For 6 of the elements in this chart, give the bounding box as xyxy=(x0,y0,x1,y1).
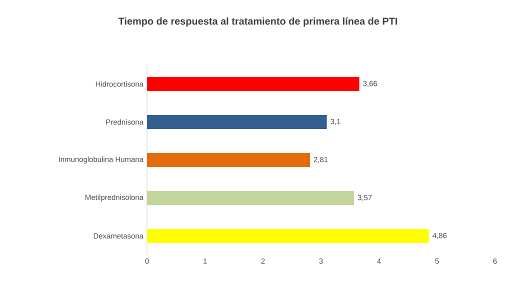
chart-title: Tiempo de respuesta al tratamiento de primera línea de PTI xyxy=(118,17,398,27)
bar xyxy=(147,77,360,91)
bar xyxy=(147,115,327,129)
bar xyxy=(147,153,310,167)
bar xyxy=(147,191,354,205)
bar xyxy=(147,229,429,243)
